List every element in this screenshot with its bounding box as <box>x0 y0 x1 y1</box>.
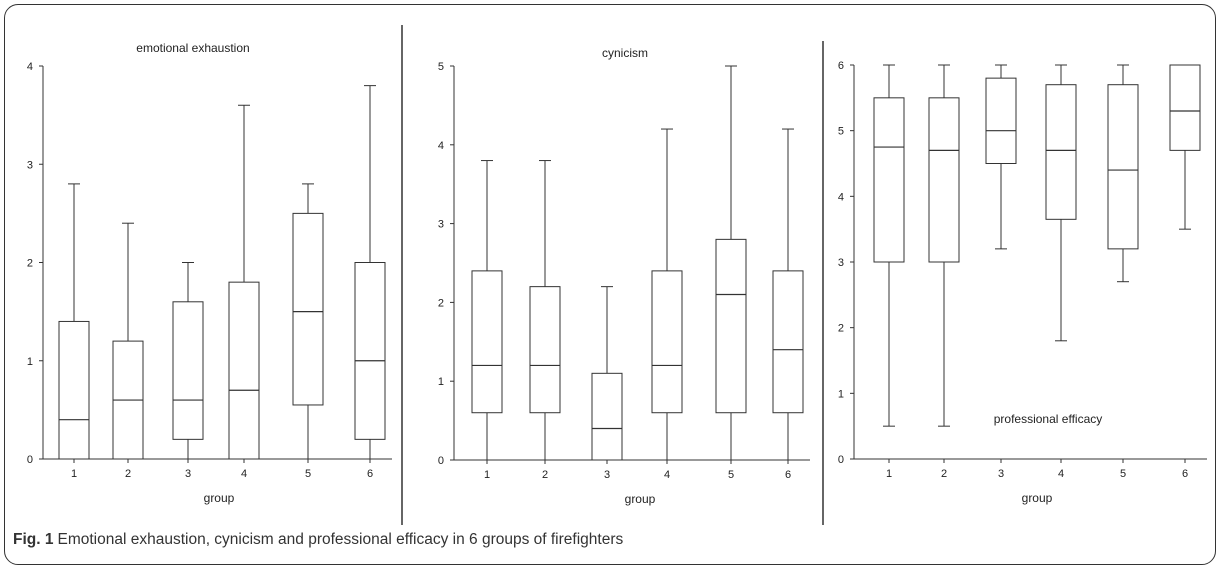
box-group-4 <box>228 104 260 460</box>
y-tick-label: 2 <box>838 323 844 335</box>
chart-panel-2: 0 1 2 3 4 5 1 2 3 4 5 6 cynicism group <box>438 46 810 506</box>
y-tick-label: 4 <box>838 191 844 203</box>
chart-panel-1: 0 1 2 3 4 1 2 3 4 5 6 emotional exhaustion group <box>27 41 392 505</box>
x-axis-label: group <box>625 492 656 506</box>
y-tick-label: 3 <box>838 257 844 269</box>
iqr-box <box>471 270 503 414</box>
y-tick-label: 5 <box>438 61 444 73</box>
box-group-2 <box>112 222 144 460</box>
x-tick-label: 2 <box>941 468 947 480</box>
y-tick-label: 0 <box>838 454 844 466</box>
iqr-box <box>715 238 747 414</box>
x-axis-label: group <box>1022 491 1053 505</box>
x-tick-label: 2 <box>542 469 548 481</box>
iqr-box <box>928 97 960 263</box>
y-tick-label: 2 <box>27 258 33 270</box>
x-tick-label: 3 <box>998 468 1004 480</box>
y-tick-label: 3 <box>27 159 33 171</box>
box-group-1 <box>873 64 905 427</box>
iqr-box <box>228 281 260 460</box>
y-tick-label: 4 <box>27 61 33 73</box>
box-group-5 <box>715 65 747 461</box>
iqr-box <box>354 262 386 440</box>
x-tick-label: 5 <box>1120 468 1126 480</box>
chart-title: professional efficacy <box>994 412 1103 426</box>
box-group-3 <box>985 64 1017 250</box>
box-group-4 <box>1045 64 1077 342</box>
box-group-6 <box>772 128 804 461</box>
iqr-box <box>172 301 204 440</box>
iqr-box <box>292 212 324 406</box>
chart-title: emotional exhaustion <box>136 41 249 55</box>
iqr-box <box>1045 84 1077 220</box>
box-group-1 <box>58 183 90 460</box>
iqr-box <box>651 270 683 414</box>
figure-caption: Fig. 1 Emotional exhaustion, cynicism and… <box>13 531 623 549</box>
iqr-box <box>1107 84 1139 250</box>
box-group-5 <box>292 183 324 460</box>
boxplot-figure: 0 1 2 3 4 1 2 3 4 5 6 emotional exhaustion group 0 1 2 3… <box>27 25 1207 525</box>
x-tick-label: 4 <box>664 469 670 481</box>
y-tick-label: 0 <box>27 454 33 466</box>
x-tick-label: 5 <box>305 468 311 480</box>
box-group-4 <box>651 128 683 461</box>
y-tick-label: 1 <box>27 356 33 368</box>
x-tick-label: 6 <box>785 469 791 481</box>
chart-title: cynicism <box>602 46 648 60</box>
y-tick-label: 5 <box>838 126 844 138</box>
iqr-box <box>58 320 90 460</box>
x-tick-label: 3 <box>604 469 610 481</box>
x-tick-label: 1 <box>886 468 892 480</box>
x-tick-label: 6 <box>367 468 373 480</box>
y-tick-label: 0 <box>438 455 444 467</box>
x-tick-label: 4 <box>241 468 247 480</box>
iqr-box <box>591 372 623 461</box>
iqr-box <box>529 286 561 414</box>
box-group-1 <box>471 160 503 461</box>
y-tick-label: 3 <box>438 219 444 231</box>
x-tick-label: 2 <box>125 468 131 480</box>
box-group-6 <box>1169 64 1201 230</box>
y-tick-label: 2 <box>438 297 444 309</box>
y-tick-label: 6 <box>838 60 844 72</box>
x-tick-label: 1 <box>484 469 490 481</box>
x-tick-label: 5 <box>728 469 734 481</box>
x-tick-label: 1 <box>71 468 77 480</box>
chart-panel-3: 0 1 2 3 4 5 6 1 2 3 4 5 6 professional efficacy group <box>838 60 1207 505</box>
box-group-5 <box>1107 64 1139 283</box>
box-group-2 <box>529 160 561 461</box>
box-group-3 <box>591 286 623 461</box>
x-tick-label: 6 <box>1182 468 1188 480</box>
iqr-box <box>873 97 905 263</box>
box-group-2 <box>928 64 960 427</box>
x-tick-label: 4 <box>1058 468 1064 480</box>
x-tick-label: 3 <box>185 468 191 480</box>
iqr-box <box>1169 64 1201 151</box>
box-group-3 <box>172 262 204 460</box>
box-group-6 <box>354 85 386 460</box>
figure-caption-label: Fig. 1 <box>13 531 54 548</box>
y-tick-label: 4 <box>438 140 444 152</box>
y-tick-label: 1 <box>438 376 444 388</box>
iqr-box <box>985 77 1017 164</box>
iqr-box <box>772 270 804 414</box>
y-tick-label: 1 <box>838 388 844 400</box>
figure-frame: 0 1 2 3 4 1 2 3 4 5 6 emotional exhaustion group 0 1 2 3… <box>4 4 1216 565</box>
figure-caption-text: Emotional exhaustion, cynicism and profe… <box>57 531 624 548</box>
x-axis-label: group <box>204 491 235 505</box>
